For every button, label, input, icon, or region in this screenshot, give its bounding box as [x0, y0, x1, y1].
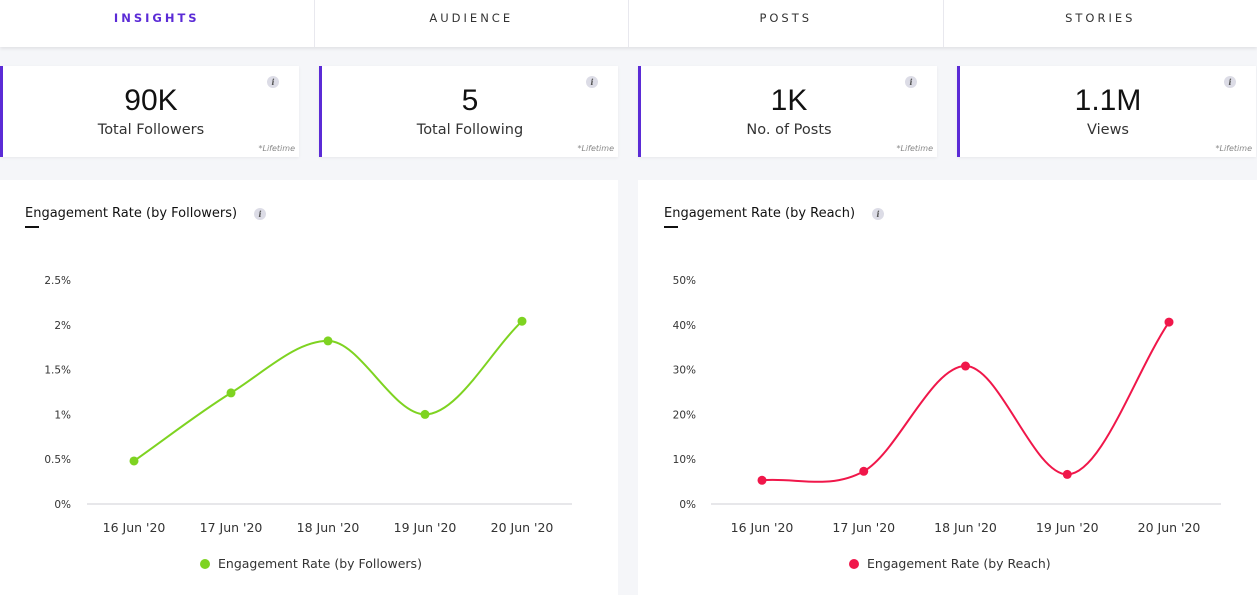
y-tick-label: 30% — [673, 365, 696, 377]
x-tick-label: 18 Jun '20 — [934, 520, 997, 535]
x-tick-label: 16 Jun '20 — [731, 520, 794, 535]
data-point[interactable] — [1164, 317, 1174, 327]
chart-title: Engagement Rate (by Reach) — [664, 206, 856, 221]
x-tick-label: 19 Jun '20 — [1036, 520, 1099, 535]
x-tick-label: 20 Jun '20 — [491, 520, 554, 535]
y-tick-label: 0.5% — [44, 454, 71, 466]
x-tick-label: 20 Jun '20 — [1138, 520, 1201, 535]
lifetime-note: *Lifetime — [577, 144, 615, 153]
x-tick-label: 19 Jun '20 — [394, 520, 457, 535]
info-icon[interactable]: i — [872, 208, 884, 220]
data-point[interactable] — [1062, 469, 1072, 479]
data-point[interactable] — [323, 336, 333, 346]
stat-card-posts: 1K No. of Posts i *Lifetime — [638, 66, 937, 157]
y-tick-label: 1% — [54, 409, 71, 421]
info-icon[interactable]: i — [267, 76, 279, 88]
x-tick-label: 18 Jun '20 — [297, 520, 360, 535]
lifetime-note: *Lifetime — [258, 144, 296, 153]
info-icon[interactable]: i — [905, 76, 917, 88]
y-tick-label: 2% — [54, 320, 71, 332]
info-icon[interactable]: i — [586, 76, 598, 88]
tab-insights[interactable]: INSIGHTS — [0, 0, 315, 47]
y-tick-label: 2.5% — [44, 275, 71, 287]
chart-title: Engagement Rate (by Followers) — [25, 206, 238, 221]
info-icon[interactable]: i — [254, 208, 266, 220]
data-point[interactable] — [226, 388, 236, 398]
x-tick-label: 16 Jun '20 — [103, 520, 166, 535]
series-line — [761, 321, 1170, 483]
data-point[interactable] — [961, 361, 970, 371]
stat-value: 1K — [770, 84, 808, 117]
y-tick-label: 0% — [54, 499, 71, 511]
legend-marker — [200, 558, 210, 569]
stat-label: Views — [1087, 122, 1129, 138]
title-underline — [664, 226, 678, 228]
info-icon[interactable]: i — [1224, 76, 1236, 88]
data-point[interactable] — [757, 475, 767, 485]
stat-card-views: 1.1M Views i *Lifetime — [957, 66, 1256, 157]
data-point[interactable] — [859, 466, 869, 476]
tab-audience[interactable]: AUDIENCE — [315, 0, 629, 47]
stat-card-followers: 90K Total Followers i *Lifetime — [0, 66, 299, 157]
chart-panel-reach: Engagement Rate (by Reach) i 0% 10% 20% 30%… — [638, 180, 1257, 595]
stat-card-following: 5 Total Following i *Lifetime — [319, 66, 618, 157]
data-point[interactable] — [517, 316, 527, 326]
tab-stories[interactable]: STORIES — [1065, 11, 1136, 25]
legend-label: Engagement Rate (by Reach) — [867, 556, 1051, 571]
y-tick-label: 0% — [679, 499, 696, 511]
stat-value: 90K — [124, 84, 178, 117]
chart-legend[interactable]: Engagement Rate (by Reach) — [849, 556, 1051, 571]
lifetime-note: *Lifetime — [1215, 144, 1253, 153]
line-chart-reach: 0% 10% 20% 30% 40% 50% 16 Jun '20 17 Jun '20 18 … — [673, 275, 1221, 535]
y-tick-label: 50% — [673, 275, 696, 287]
stat-label: Total Followers — [97, 122, 205, 138]
stat-label: Total Following — [416, 122, 524, 138]
stat-value: 5 — [461, 84, 479, 117]
tab-bar: INSIGHTS AUDIENCE POSTS STORIES — [0, 0, 1257, 47]
y-tick-label: 1.5% — [44, 365, 71, 377]
y-tick-label: 20% — [673, 409, 696, 421]
y-tick-label: 10% — [673, 454, 696, 466]
data-point[interactable] — [129, 456, 139, 466]
lifetime-note: *Lifetime — [896, 144, 934, 153]
stat-label: No. of Posts — [746, 122, 832, 138]
chart-panel-followers: Engagement Rate (by Followers) i 0% 0.5% 1… — [0, 180, 618, 595]
line-chart-followers: 0% 0.5% 1% 1.5% 2% 2.5% 16 Jun '20 17 Jun '20 18… — [44, 275, 572, 535]
tab-posts[interactable]: POSTS — [629, 0, 944, 47]
title-underline — [25, 226, 39, 228]
series-line — [133, 320, 523, 462]
legend-label: Engagement Rate (by Followers) — [218, 556, 422, 571]
chart-legend[interactable]: Engagement Rate (by Followers) — [200, 556, 422, 571]
stat-value: 1.1M — [1074, 84, 1142, 117]
data-point[interactable] — [420, 409, 430, 419]
x-tick-label: 17 Jun '20 — [200, 520, 263, 535]
y-tick-label: 40% — [673, 320, 696, 332]
legend-marker — [849, 558, 859, 569]
x-tick-label: 17 Jun '20 — [832, 520, 895, 535]
